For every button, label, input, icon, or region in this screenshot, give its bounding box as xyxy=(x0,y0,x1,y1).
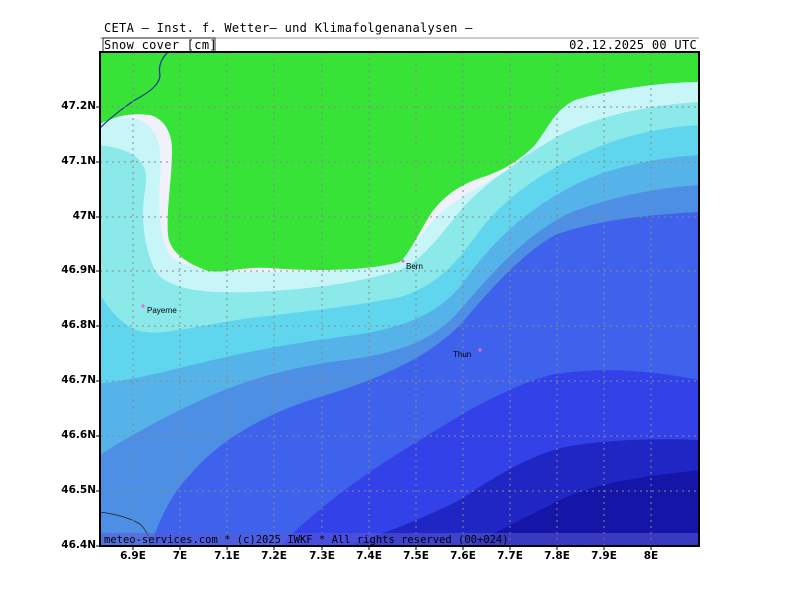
lat-label: 46.7N xyxy=(61,374,96,386)
lon-label: 7.9E xyxy=(591,550,617,562)
chart-title: CETA — Inst. f. Wetter— und Klimafolgena… xyxy=(104,21,473,35)
lat-label: 47.1N xyxy=(61,155,96,167)
footer-band xyxy=(100,533,699,546)
lon-label: 7E xyxy=(172,550,188,562)
city-bern: Bern xyxy=(401,259,423,271)
lon-label: 7.5E xyxy=(403,550,429,562)
lon-label: 7.7E xyxy=(497,550,523,562)
lat-label: 47N xyxy=(72,210,96,222)
lon-label: 7.3E xyxy=(309,550,335,562)
no-snow-area xyxy=(100,52,699,272)
lon-label: 7.4E xyxy=(356,550,382,562)
lon-label: 8E xyxy=(643,550,659,562)
map-field: Bern Payerne Thun xyxy=(100,52,699,546)
city-label-payerne: Payerne xyxy=(147,306,177,315)
axis-ticks xyxy=(96,106,652,550)
city-thun: Thun xyxy=(453,348,482,359)
city-label-thun: Thun xyxy=(453,350,471,359)
lat-lon-grid xyxy=(100,52,699,546)
lon-label: 7.6E xyxy=(450,550,476,562)
country-border xyxy=(100,52,169,129)
parameter-label: Snow cover [cm] xyxy=(104,38,217,52)
lat-label: 46.4N xyxy=(61,539,96,551)
lon-label: 7.1E xyxy=(214,550,240,562)
city-label-bern: Bern xyxy=(406,262,423,271)
lat-label: 46.5N xyxy=(61,484,96,496)
lat-label: 46.8N xyxy=(61,319,96,331)
copyright-footer: meteo-services.com * (c)2025 IWKF * All … xyxy=(104,534,509,546)
lon-label: 7.8E xyxy=(544,550,570,562)
lat-label: 47.2N xyxy=(61,100,96,112)
lon-label: 7.2E xyxy=(261,550,287,562)
parameter-box xyxy=(102,37,216,53)
map-frame xyxy=(99,51,700,547)
valid-datetime: 02.12.2025 00 UTC xyxy=(569,38,697,52)
lon-label: 6.9E xyxy=(120,550,146,562)
lat-label: 46.6N xyxy=(61,429,96,441)
city-payerne: Payerne xyxy=(141,304,177,315)
lat-label: 46.9N xyxy=(61,264,96,276)
